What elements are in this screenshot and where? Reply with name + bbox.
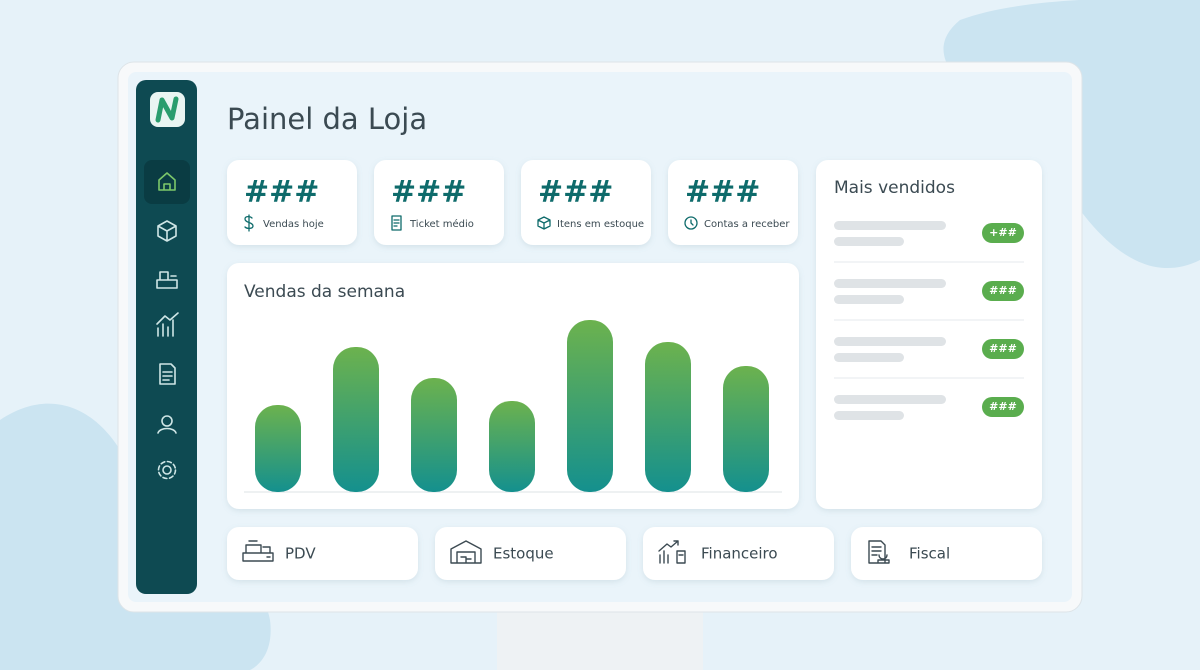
- nav-finance[interactable]: [156, 312, 179, 337]
- shortcut-label: PDV: [285, 545, 316, 563]
- kpi-icon: [391, 215, 402, 231]
- badge: [982, 281, 1024, 301]
- badge-text: ###: [989, 400, 1017, 413]
- bar: [567, 320, 613, 492]
- placeholder-line: [834, 337, 946, 346]
- sidebar: [136, 80, 197, 594]
- nav-icons: [156, 172, 179, 480]
- kpi-card: [521, 160, 651, 245]
- placeholder-line: [834, 221, 946, 230]
- kpi-value: ###: [244, 175, 319, 210]
- badge-text: ###: [989, 342, 1017, 355]
- logo-mark: [155, 96, 179, 123]
- placeholder-line: [834, 279, 946, 288]
- bar: [489, 401, 535, 492]
- badge-text: ###: [989, 284, 1017, 297]
- nav-active: [144, 160, 190, 204]
- kpi-value: ###: [538, 175, 613, 210]
- kpi-label: Contas a receber: [704, 219, 790, 230]
- top-sellers-title: Mais vendidos: [834, 178, 955, 198]
- kpi-value: ###: [391, 175, 466, 210]
- placeholder-line: [834, 353, 904, 362]
- nav-doc[interactable]: [159, 363, 176, 385]
- badge: [982, 397, 1024, 417]
- shortcut-icon: [450, 540, 482, 564]
- nav-pos[interactable]: [156, 271, 178, 289]
- placeholder-line: [834, 237, 904, 246]
- kpi-card: [227, 160, 357, 245]
- shortcut-label: Financeiro: [701, 545, 778, 563]
- shortcut-card[interactable]: [643, 527, 834, 580]
- bar: [333, 347, 379, 492]
- shortcut-label: Estoque: [493, 545, 554, 563]
- kpi-label: Vendas hoje: [263, 219, 324, 230]
- shortcut-card[interactable]: [851, 527, 1042, 580]
- shortcut-icon: [242, 540, 274, 562]
- nav-box[interactable]: [157, 220, 177, 242]
- shortcut-card[interactable]: [435, 527, 626, 580]
- kpi-label: Ticket médio: [409, 218, 474, 230]
- placeholder-line: [834, 395, 946, 404]
- kpi-icon: [684, 216, 698, 230]
- badge: [982, 223, 1024, 243]
- bar: [723, 366, 769, 492]
- kpi-value: ###: [685, 175, 760, 210]
- kpi-icon: [244, 214, 254, 232]
- kpi-card: [374, 160, 504, 245]
- kpi-label: Itens em estoque: [557, 219, 644, 230]
- shortcut-card[interactable]: [227, 527, 418, 580]
- badge-text: +##: [989, 226, 1017, 239]
- badge: [982, 339, 1024, 359]
- placeholder-line: [834, 295, 904, 304]
- placeholder-line: [834, 411, 904, 420]
- bar: [255, 405, 301, 492]
- nav-home[interactable]: [158, 172, 176, 191]
- kpi-card: [668, 160, 798, 245]
- nav-settings-ring[interactable]: [157, 460, 177, 480]
- chart-title: Vendas da semana: [244, 282, 405, 302]
- shortcut-icon: [868, 540, 890, 564]
- kpi-icon: [537, 216, 551, 230]
- shortcut-icon: [658, 540, 686, 564]
- top-sellers-card: [816, 160, 1042, 509]
- page-title: Painel da Loja: [227, 102, 427, 136]
- nav-user[interactable]: [157, 415, 177, 434]
- nav-settings[interactable]: [162, 465, 172, 475]
- bar: [411, 378, 457, 492]
- shortcut-label: Fiscal: [909, 545, 950, 563]
- bar: [645, 342, 691, 492]
